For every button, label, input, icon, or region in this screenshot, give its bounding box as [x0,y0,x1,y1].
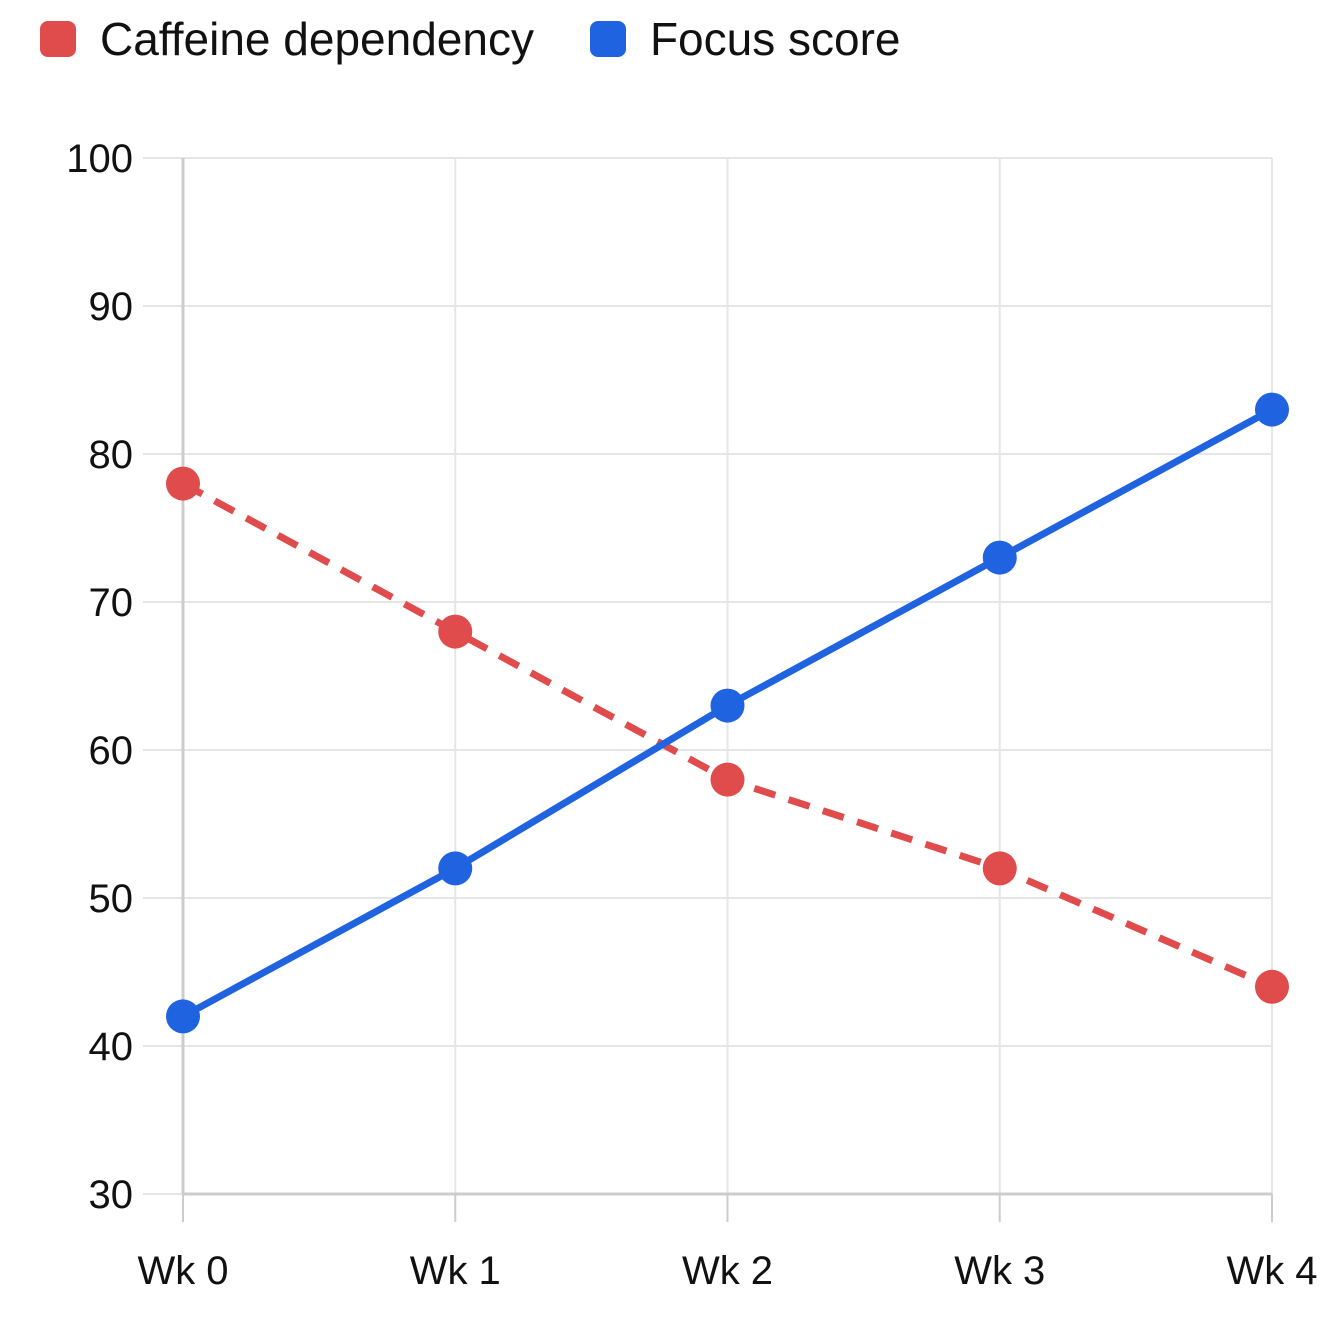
data-point-focus-score-3 [982,540,1017,575]
y-tick-label-50: 50 [89,877,134,921]
x-tick-label-4: Wk 4 [1226,1249,1317,1293]
data-point-focus-score-0 [166,999,200,1034]
y-tick-label-70: 70 [89,581,134,625]
data-point-caffeine-dependency-3 [982,851,1017,886]
x-tick-label-2: Wk 2 [682,1249,773,1293]
y-tick-label-30: 30 [89,1173,134,1217]
data-point-caffeine-dependency-0 [166,466,200,501]
x-tick-label-1: Wk 1 [410,1249,501,1293]
data-point-caffeine-dependency-1 [438,614,473,649]
y-tick-label-80: 80 [89,433,134,477]
y-tick-label-100: 100 [66,137,133,181]
legend: Caffeine dependency Focus score [40,16,900,62]
data-point-caffeine-dependency-4 [1255,969,1289,1004]
legend-item-caffeine-dependency[interactable]: Caffeine dependency [40,16,534,62]
legend-label-caffeine-dependency: Caffeine dependency [100,13,534,65]
data-point-caffeine-dependency-2 [710,762,745,797]
x-tick-label-0: Wk 0 [137,1249,228,1293]
x-tick-label-3: Wk 3 [954,1249,1045,1293]
data-point-focus-score-1 [438,851,473,886]
y-tick-label-60: 60 [89,729,134,773]
legend-swatch-focus-score [589,21,626,57]
y-tick-label-40: 40 [89,1025,134,1069]
legend-label-focus-score: Focus score [649,13,901,65]
legend-item-focus-score[interactable]: Focus score [589,13,901,65]
y-tick-label-90: 90 [89,285,134,329]
data-point-focus-score-4 [1255,392,1289,427]
legend-swatch-caffeine-dependency [40,21,76,57]
data-point-focus-score-2 [710,688,745,723]
